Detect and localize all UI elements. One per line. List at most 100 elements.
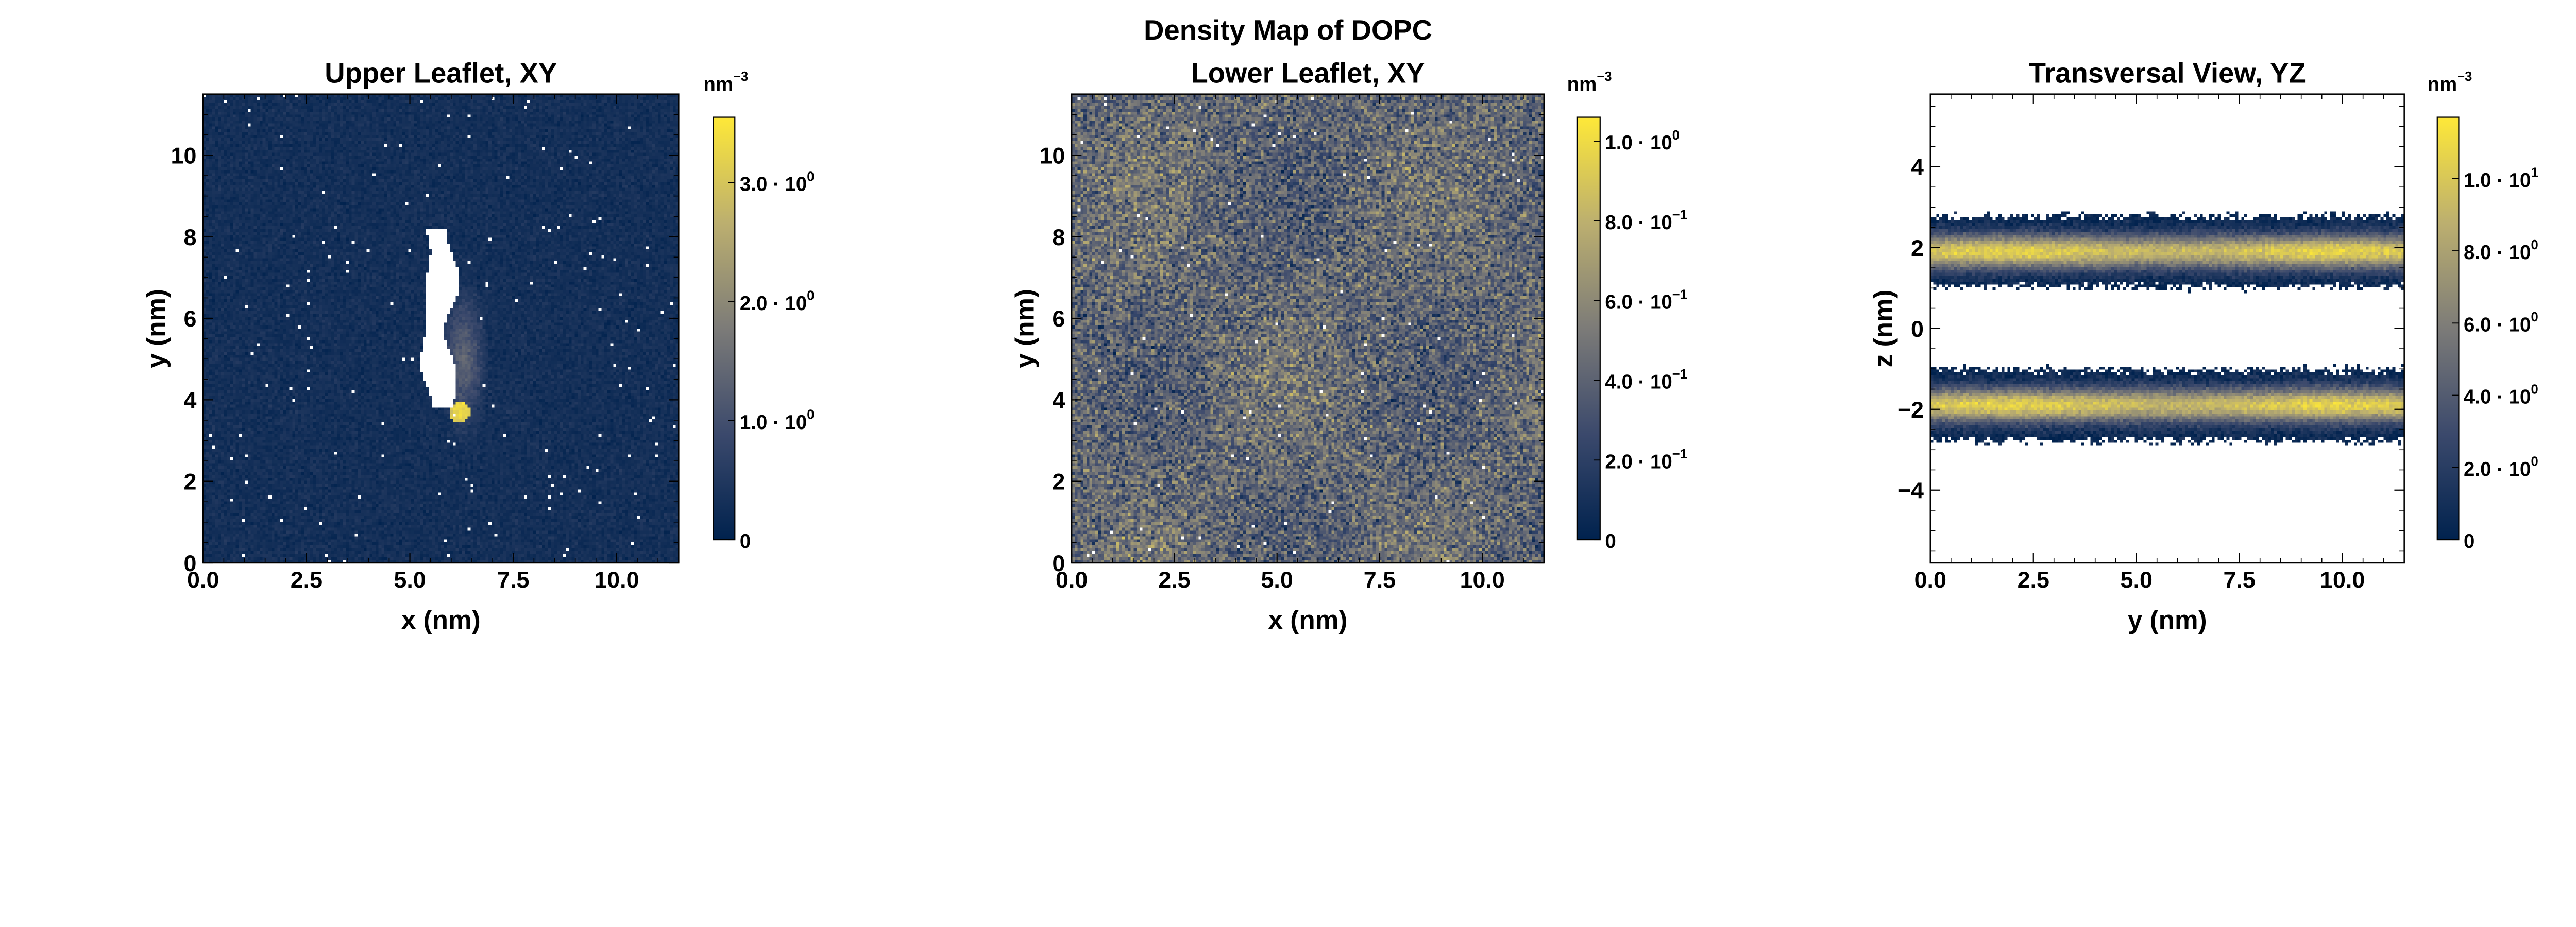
- colorbar-tick-mantissa: 8.0 · 10: [1605, 212, 1672, 234]
- y-tick-label: 0: [1911, 316, 1924, 342]
- colorbar-tick-mantissa: 8.0 · 10: [2464, 242, 2531, 264]
- colorbar-tick-label: 0: [1605, 530, 1616, 553]
- x-tick-label: 0.0: [187, 566, 219, 593]
- colorbar-tick-mantissa: 1.0 · 10: [1605, 132, 1672, 154]
- chart-panel-1: Upper Leaflet, XY 0.0 2.5 5.0 7.5 10.0 0 2 4 6 8 10…: [142, 57, 815, 634]
- colorbar-tick-exponent: −1: [1672, 208, 1687, 222]
- colorbar-unit: nm: [703, 73, 733, 95]
- panel-title: Upper Leaflet, XY: [325, 57, 557, 89]
- colorbar-tick-label: 4.0 · 10−1: [1605, 367, 1687, 393]
- colorbar-tick-mantissa: 0: [2464, 530, 2475, 553]
- y-tick-label: 0: [1052, 550, 1065, 576]
- colorbar-tick-label: 2.0 · 100: [2464, 455, 2538, 480]
- colorbar-unit-label: nm−3: [2428, 70, 2472, 95]
- colorbar-tick-mantissa: 1.0 · 10: [740, 411, 807, 434]
- colorbar-tick-mantissa: 1.0 · 10: [2464, 169, 2531, 192]
- colorbar-tick-label: 1.0 · 101: [2464, 166, 2538, 192]
- colorbar-tick-mantissa: 0: [740, 530, 751, 553]
- y-tick-label: 4: [1052, 387, 1065, 413]
- x-axis-label: x (nm): [401, 605, 481, 634]
- x-tick-label: 7.5: [497, 566, 529, 593]
- panel-title: Transversal View, YZ: [2029, 57, 2306, 89]
- colorbar-tick-mantissa: 2.0 · 10: [2464, 458, 2531, 480]
- y-tick-label: 4: [183, 387, 196, 413]
- y-tick-label: 6: [1052, 305, 1065, 332]
- colorbar-tick-exponent: 0: [807, 408, 814, 422]
- x-tick-label: 7.5: [1364, 566, 1396, 593]
- colorbar: [1576, 116, 1601, 541]
- x-tick-label: 10.0: [594, 566, 639, 593]
- colorbar-tick-label: 3.0 · 100: [740, 169, 815, 195]
- colorbar-tick-label: 1.0 · 100: [1605, 128, 1680, 154]
- colorbar: [2436, 116, 2460, 541]
- colorbar-tick-exponent: −1: [1672, 447, 1687, 461]
- heatmap-image: [1072, 94, 1544, 563]
- colorbar-unit-label: nm−3: [1567, 70, 1612, 95]
- colorbar-tick-label: 2.0 · 10−1: [1605, 447, 1687, 473]
- colorbar-unit-exponent: −3: [1597, 70, 1612, 84]
- colorbar-tick-label: 8.0 · 10−1: [1605, 208, 1687, 234]
- chart-panel-3: Transversal View, YZ 0.0 2.5 5.0 7.5 10.0 −4 −2…: [1869, 57, 2538, 634]
- x-tick-label: 0.0: [1056, 566, 1088, 593]
- x-tick-label: 2.5: [291, 566, 323, 593]
- x-axis-label: y (nm): [2128, 605, 2207, 634]
- colorbar-tick-mantissa: 3.0 · 10: [740, 174, 807, 196]
- x-tick-label: 2.5: [1158, 566, 1190, 593]
- colorbar-tick-label: 1.0 · 100: [740, 408, 815, 434]
- y-tick-label: 8: [183, 224, 196, 250]
- colorbar-tick-label: 0: [740, 530, 751, 553]
- colorbar-tick-label: 0: [2464, 530, 2475, 553]
- y-tick-label: 2: [1052, 469, 1065, 495]
- x-tick-label: 5.0: [1261, 566, 1293, 593]
- x-tick-label: 10.0: [2320, 566, 2365, 593]
- y-tick-label: 4: [1911, 154, 1924, 180]
- x-tick-label: 7.5: [2224, 566, 2256, 593]
- colorbar-tick-label: 2.0 · 100: [740, 289, 815, 315]
- colorbar-unit-label: nm−3: [703, 70, 748, 95]
- colorbar-tick-mantissa: 0: [1605, 530, 1616, 553]
- colorbar-tick-exponent: −1: [1672, 287, 1687, 302]
- colorbar-tick-exponent: 0: [2531, 382, 2538, 397]
- colorbar-tick-exponent: 0: [807, 289, 814, 303]
- y-tick-label: 2: [183, 469, 196, 495]
- colorbar: [713, 116, 736, 541]
- colorbar-tick-mantissa: 4.0 · 10: [1605, 371, 1672, 393]
- x-tick-label: 5.0: [2121, 566, 2153, 593]
- y-tick-label: 8: [1052, 224, 1065, 250]
- colorbar-tick-exponent: −1: [1672, 367, 1687, 382]
- colorbar-tick-exponent: 0: [2531, 455, 2538, 469]
- y-tick-label: 10: [171, 142, 197, 168]
- colorbar-tick-mantissa: 4.0 · 10: [2464, 386, 2531, 408]
- panel-title: Lower Leaflet, XY: [1191, 57, 1425, 89]
- y-axis-label: y (nm): [1010, 289, 1039, 368]
- y-axis-label: z (nm): [1869, 289, 1898, 367]
- colorbar-tick-label: 6.0 · 100: [2464, 310, 2538, 336]
- x-tick-label: 2.5: [2018, 566, 2049, 593]
- x-axis-label: x (nm): [1268, 605, 1348, 634]
- colorbar-tick-exponent: 0: [2531, 310, 2538, 324]
- colorbar-tick-mantissa: 2.0 · 10: [740, 293, 807, 315]
- colorbar-tick-exponent: 0: [807, 169, 814, 184]
- chart-panels: Upper Leaflet, XY0.0 2.5 5.0 7.5 10.00246810…: [142, 57, 2538, 634]
- colorbar-unit: nm: [2428, 73, 2458, 95]
- colorbar-tick-mantissa: 2.0 · 10: [1605, 451, 1672, 473]
- y-tick-label: 2: [1911, 235, 1924, 261]
- colorbar-tick-label: 8.0 · 100: [2464, 238, 2538, 264]
- colorbar-tick-exponent: 1: [2531, 166, 2538, 180]
- colorbar-unit-exponent: −3: [733, 70, 748, 84]
- colorbar-tick-label: 4.0 · 100: [2464, 382, 2538, 408]
- density-map-figure: Density Map of DOPC Upper Leaflet, XY 0.0…: [142, 14, 2538, 634]
- y-tick-label: 0: [183, 550, 196, 576]
- heatmap-image: [1930, 94, 2404, 563]
- colorbar-tick-label: 6.0 · 10−1: [1605, 287, 1687, 313]
- heatmap-image: [203, 94, 679, 563]
- y-tick-label: −2: [1897, 397, 1924, 423]
- y-tick-label: −4: [1897, 477, 1924, 504]
- figure-title: Density Map of DOPC: [1144, 14, 1432, 46]
- x-tick-label: 0.0: [1914, 566, 1946, 593]
- colorbar-tick-mantissa: 6.0 · 10: [2464, 314, 2531, 336]
- colorbar-unit-exponent: −3: [2457, 70, 2472, 84]
- x-tick-label: 5.0: [394, 566, 426, 593]
- y-tick-label: 10: [1039, 142, 1065, 168]
- y-axis-label: y (nm): [142, 289, 171, 368]
